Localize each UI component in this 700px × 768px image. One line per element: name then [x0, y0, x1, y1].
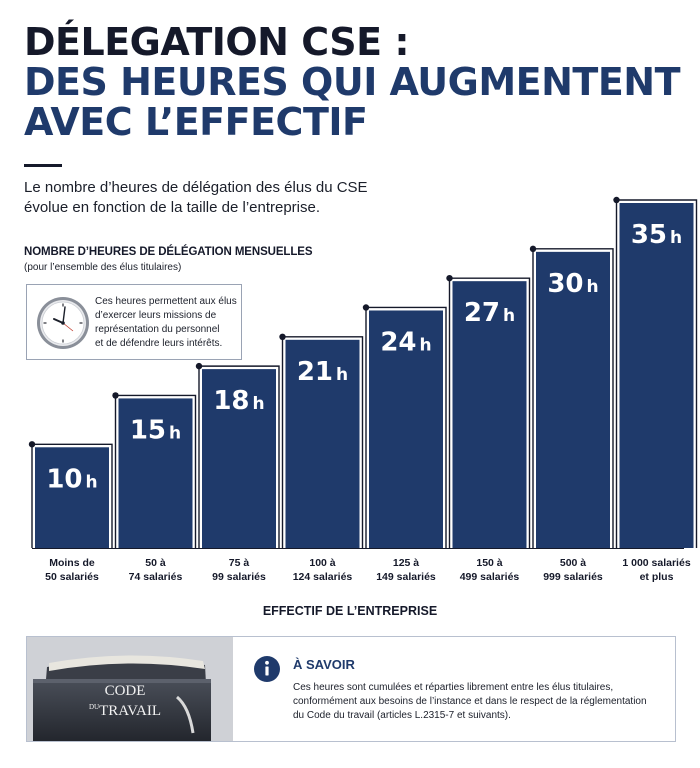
subtitle-line-2: évolue en fonction de la taille de l’ent… — [24, 199, 321, 216]
subtitle: Le nombre d’heures de délégation des élu… — [24, 178, 444, 218]
clock-icon — [37, 297, 89, 349]
savoir-line-3: du Code du travail (articles L.2315-7 et… — [293, 710, 511, 721]
title-line-2: DES HEURES QUI AUGMENTENT — [24, 60, 681, 104]
savoir-line-1: Ces heures sont cumulées et réparties li… — [293, 682, 614, 693]
bar-8 — [619, 203, 694, 548]
delegation-hours-chart: 10 h Moins de 50 salariés 15 h 50 à 74 salariés… — [28, 196, 698, 583]
bar-step-6 — [446, 274, 531, 548]
chart-title: NOMBRE D’HEURES DE DÉLÉGATION MENSUELLES — [24, 246, 313, 258]
info-line-1: Ces heures permettent aux élus — [95, 296, 237, 307]
info-icon — [254, 656, 280, 682]
info-box: Ces heures permettent aux élus d’exercer… — [26, 284, 242, 360]
bar-7 — [536, 251, 610, 548]
code-du-travail-book-image: CODE DUTRAVAIL — [27, 637, 233, 741]
savoir-box: CODE DUTRAVAIL À SAVOIR Ces heures sont … — [26, 636, 676, 742]
bar-6 — [452, 281, 527, 548]
data-label-1: 10 h — [46, 464, 97, 494]
bar-step-8 — [613, 196, 698, 548]
bar-1 — [35, 447, 109, 548]
subtitle-line-1: Le nombre d’heures de délégation des élu… — [24, 179, 368, 196]
bar-step-5 — [362, 304, 447, 548]
bar-step-1 — [28, 441, 113, 548]
category-label-3: 75 à 99 salariés — [212, 557, 266, 583]
info-box-text: Ces heures permettent aux élus d’exercer… — [95, 295, 239, 351]
savoir-line-2: conformément aux besoins de l’instance e… — [293, 696, 647, 707]
data-label-4: 21 h — [297, 357, 348, 387]
category-label-6: 150 à 499 salariés — [460, 557, 520, 583]
book-title-line-1: CODE — [104, 683, 146, 699]
title-line-3: AVEC L’EFFECTIF — [24, 100, 368, 144]
book-title-line-2: DUTRAVAIL — [88, 703, 162, 719]
data-label-2: 15 h — [130, 415, 181, 445]
data-label-8: 35 h — [631, 220, 682, 250]
category-label-5: 125 à 149 salariés — [376, 557, 436, 583]
bar-4 — [285, 339, 360, 548]
data-label-7: 30 h — [547, 269, 598, 299]
bar-step-7 — [529, 245, 614, 548]
info-line-3: représentation du personnel — [95, 324, 220, 335]
bar-step-2 — [112, 392, 197, 548]
data-label-6: 27 h — [464, 298, 515, 328]
data-label-3: 18 h — [213, 386, 264, 416]
category-label-1: Moins de 50 salariés — [45, 557, 99, 583]
title-line-1: DÉLEGATION CSE : — [24, 20, 410, 64]
bar-step-3 — [195, 362, 280, 548]
category-label-8: 1 000 salariés et plus — [622, 557, 690, 583]
savoir-text: Ces heures sont cumulées et réparties li… — [293, 681, 663, 723]
title-divider — [24, 164, 62, 167]
savoir-title: À SAVOIR — [293, 657, 355, 672]
category-label-7: 500 à 999 salariés — [543, 557, 603, 583]
category-label-2: 50 à 74 salariés — [129, 557, 183, 583]
chart-subtitle: (pour l’ensemble des élus titulaires) — [24, 262, 182, 273]
page-title: DÉLEGATION CSE : DES HEURES QUI AUGMENTE… — [24, 22, 684, 142]
bar-2 — [118, 398, 193, 548]
info-line-2: d’exercer leurs missions de — [95, 310, 217, 321]
bar-5 — [369, 310, 443, 548]
bar-step-4 — [279, 333, 364, 548]
bar-3 — [202, 369, 276, 548]
info-line-4: et de défendre leurs intérêts. — [95, 338, 223, 349]
category-label-4: 100 à 124 salariés — [293, 557, 353, 583]
x-axis-title: EFFECTIF DE L’ENTREPRISE — [262, 604, 438, 618]
data-label-5: 24 h — [380, 327, 431, 357]
